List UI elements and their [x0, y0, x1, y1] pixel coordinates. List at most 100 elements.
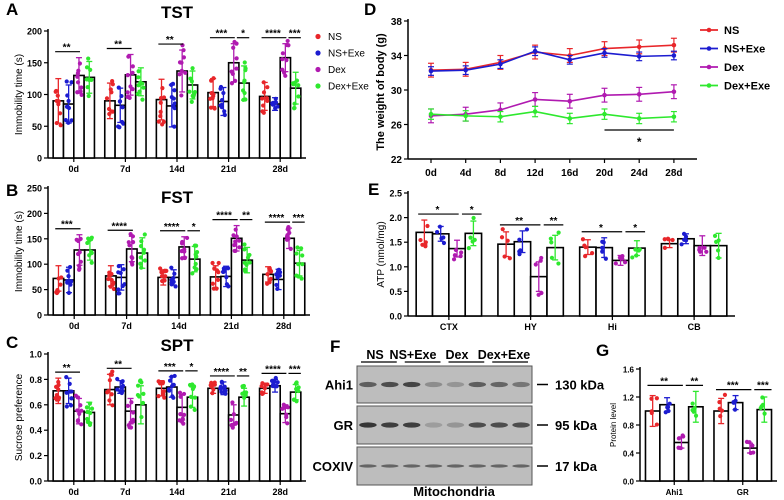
bar-dex: [611, 259, 630, 317]
data-point: [115, 387, 120, 392]
data-point: [549, 240, 554, 245]
data-point: [232, 39, 237, 45]
series-line-dex-exe: [430, 110, 674, 120]
data-point: [291, 82, 296, 87]
y-tick-label: 1.0: [29, 350, 42, 360]
significance-label: ***: [289, 29, 301, 40]
data-point: [697, 247, 702, 253]
data-point: [223, 388, 228, 393]
x-tick-label: Hi: [608, 322, 617, 332]
data-point: [87, 422, 93, 427]
panel-letter-e: E: [368, 180, 379, 199]
bar-ns-exe: [659, 403, 676, 482]
data-point: [630, 255, 635, 260]
data-point: [104, 96, 110, 101]
bar-dex: [693, 244, 712, 317]
data-point: [451, 257, 457, 262]
data-point: [158, 100, 163, 105]
data-point: [671, 42, 677, 48]
blot-caption: Mitochondria: [413, 484, 495, 499]
data-point: [300, 253, 305, 258]
data-point: [79, 85, 84, 90]
significance-label: ****: [216, 211, 232, 222]
data-point: [722, 392, 728, 397]
y-tick-label: 0.0: [623, 478, 635, 487]
x-tick-label: 21d: [221, 164, 237, 174]
data-point: [556, 230, 561, 235]
data-point: [183, 70, 188, 75]
data-point: [224, 282, 230, 287]
y-tick-label: 22: [391, 155, 403, 166]
data-point: [670, 237, 675, 243]
data-point: [109, 392, 114, 397]
protein-band: [490, 464, 508, 468]
molecular-weight-label: 17 kDa: [555, 459, 598, 474]
significance-label: *: [192, 222, 196, 233]
y-axis-label: Sucrose preference: [14, 373, 25, 461]
data-point: [140, 97, 145, 102]
legend-label: NS+Exe: [724, 44, 765, 56]
x-tick-label: HY: [524, 322, 537, 332]
data-point: [126, 54, 131, 59]
data-point: [230, 400, 235, 405]
data-point: [86, 56, 91, 61]
data-point: [69, 80, 74, 85]
panel-letter-g: G: [596, 341, 609, 360]
data-point: [194, 249, 200, 255]
data-point: [567, 98, 573, 104]
data-point: [212, 106, 217, 111]
protein-band: [446, 422, 465, 428]
data-point: [57, 111, 63, 116]
data-point: [69, 396, 74, 401]
data-point: [77, 266, 82, 271]
data-point: [602, 50, 607, 56]
data-point: [181, 412, 187, 417]
legend-marker: [706, 46, 712, 51]
protein-band: [468, 464, 487, 468]
data-point: [181, 55, 187, 60]
data-point: [300, 262, 305, 267]
data-point: [69, 279, 74, 284]
protein-band: [359, 464, 377, 468]
y-tick-label: 0.4: [623, 450, 635, 459]
data-point: [296, 94, 301, 99]
data-point: [218, 384, 223, 389]
x-tick-label: 8d: [495, 168, 507, 179]
data-point: [662, 245, 667, 250]
chart-title: TST: [161, 3, 194, 22]
data-point: [130, 70, 135, 75]
data-point: [719, 408, 725, 413]
y-tick-label: 1.2: [623, 394, 635, 403]
x-tick-label: 28d: [276, 321, 292, 331]
data-point: [532, 97, 538, 102]
data-point: [567, 57, 573, 63]
significance-label: ****: [214, 367, 230, 378]
data-point: [524, 227, 530, 232]
data-point: [84, 65, 90, 70]
data-point: [268, 268, 273, 273]
x-tick-label: 20d: [596, 168, 613, 179]
western-blot: NS NS+Exe Dex Dex+Exe Ahi1 130 kDa GR 95 kDa COX…: [313, 348, 605, 499]
protein-band: [381, 381, 399, 388]
significance-label: ****: [164, 222, 180, 233]
protein-band: [512, 464, 530, 468]
legend-label: Dex+Exe: [328, 82, 369, 93]
lane-group-label: Dex: [446, 348, 469, 362]
data-point: [190, 66, 195, 71]
protein-band: [468, 422, 487, 428]
significance-label: **: [63, 43, 71, 54]
data-point: [580, 237, 586, 242]
y-tick-label: 100: [27, 260, 42, 270]
data-point: [602, 92, 607, 98]
y-axis-label: Immobility time (s): [14, 54, 25, 135]
data-point: [219, 389, 224, 395]
data-point: [121, 267, 126, 272]
significance-label: *: [470, 205, 474, 216]
data-point: [116, 124, 121, 129]
y-tick-label: 1.5: [389, 238, 402, 248]
bar-ns: [258, 387, 271, 482]
data-point: [115, 376, 120, 382]
data-point: [600, 245, 605, 251]
data-point: [500, 227, 505, 232]
x-tick-label: 21d: [224, 321, 240, 331]
